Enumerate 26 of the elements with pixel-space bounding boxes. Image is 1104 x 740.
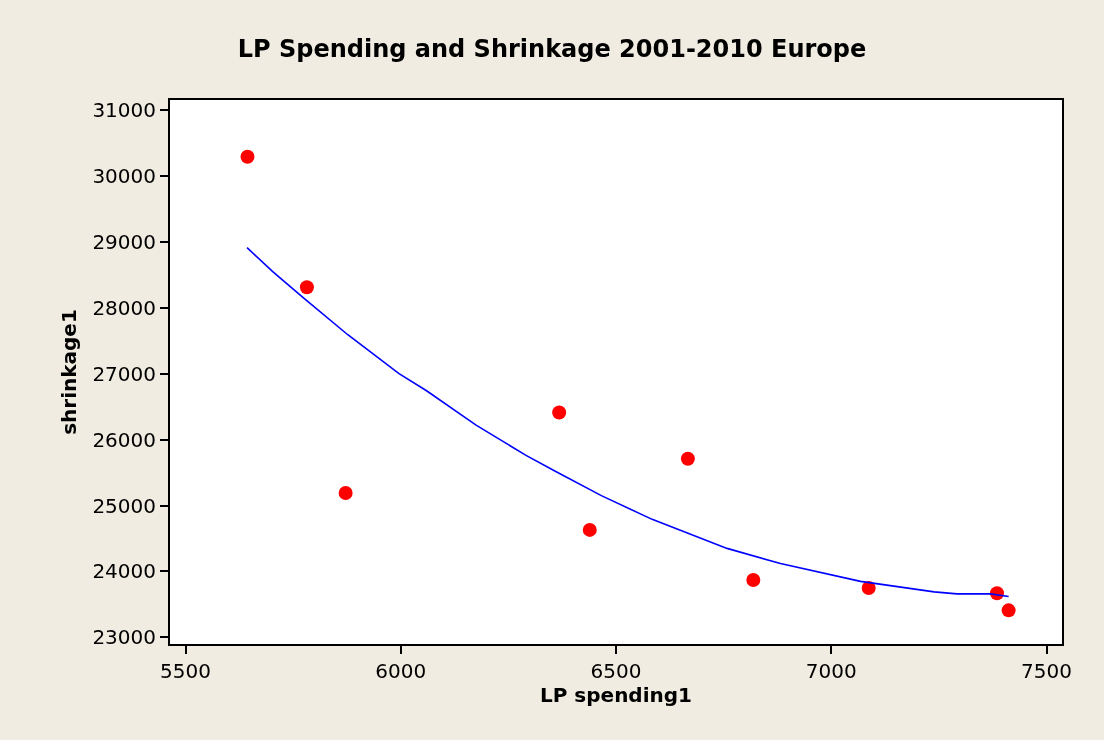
point [1001,603,1016,618]
y-tick-label: 25000 [92,493,156,518]
chart-title: LP Spending and Shrinkage 2001-2010 Europe [237,34,867,63]
point [299,280,314,295]
point [338,486,353,500]
y-axis-title: shrinkage1 [57,309,82,435]
y-tick-label: 31000 [92,97,156,122]
x-tick-label: 6000 [375,659,427,683]
y-tick-label: 23000 [92,625,156,650]
x-tick-label: 5500 [160,659,211,683]
y-tick-label: 24000 [92,559,156,584]
point [582,522,597,537]
y-tick-label: 30000 [92,163,156,188]
y-tick-label: 28000 [92,295,156,320]
point [240,149,255,164]
x-tick-label: 7000 [805,659,857,683]
y-tick-label: 29000 [92,229,156,254]
point [746,573,761,588]
y-tick-label: 26000 [92,427,156,452]
point [680,451,695,466]
point [861,580,876,595]
point [552,405,567,420]
y-tick-label: 27000 [92,361,156,386]
x-tick-label: 7500 [1021,659,1072,683]
x-axis-title: LP spending1 [539,683,693,707]
x-tick-label: 6500 [590,659,642,683]
